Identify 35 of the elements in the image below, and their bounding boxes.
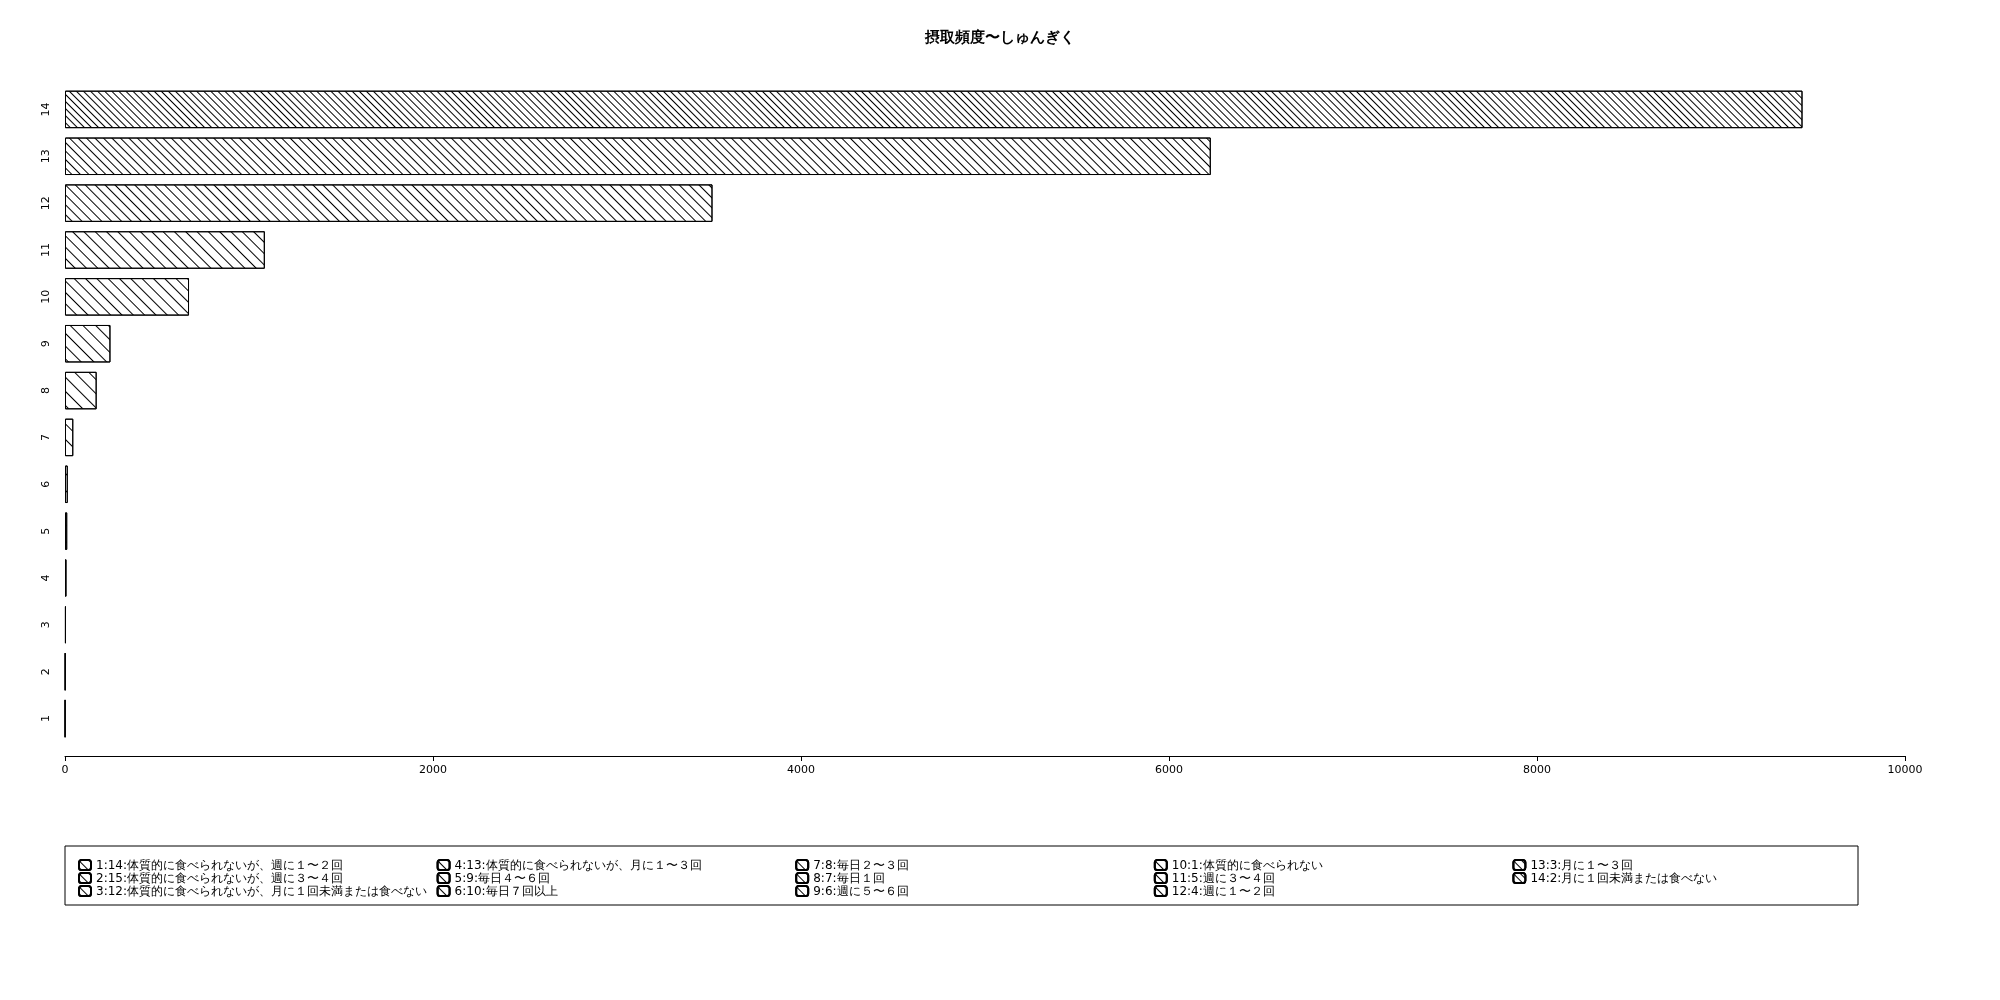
y-tick-label: 8 (39, 387, 52, 395)
y-tick-label: 9 (39, 340, 52, 348)
y-tick-label: 7 (39, 433, 52, 441)
legend-label: 3:12:体質的に食べられないが、月に１回未満または食べない (96, 884, 427, 898)
legend-label: 14:2:月に１回未満または食べない (1530, 871, 1718, 885)
x-tick-label: 10000 (1887, 763, 1923, 776)
y-tick-label: 10 (39, 289, 52, 304)
legend-label: 5:9:毎日４〜６回 (454, 871, 550, 885)
y-tick-label: 11 (39, 243, 52, 257)
legend-label: 6:10:毎日７回以上 (454, 884, 558, 898)
x-tick-label: 2000 (419, 763, 447, 776)
legend-label: 1:14:体質的に食べられないが、週に１〜２回 (96, 858, 343, 872)
legend-label: 4:13:体質的に食べられないが、月に１〜３回 (454, 858, 702, 872)
y-tick-label: 4 (39, 574, 52, 582)
legend-label: 7:8:毎日２〜３回 (813, 858, 909, 872)
x-tick-label: 4000 (787, 763, 815, 776)
legend-label: 10:1:体質的に食べられない (1171, 858, 1323, 872)
y-tick-label: 14 (39, 102, 52, 117)
x-tick-label: 6000 (1155, 763, 1183, 776)
y-tick-label: 5 (39, 527, 52, 535)
legend-label: 8:7:毎日１回 (813, 871, 885, 885)
chart-title: 摂取頻度〜しゅんぎく (924, 27, 1075, 46)
legend-label: 12:4:週に１〜２回 (1171, 884, 1275, 898)
legend-label: 2:15:体質的に食べられないが、週に３〜４回 (96, 871, 343, 885)
y-tick-label: 13 (39, 149, 52, 164)
x-tick-label: 8000 (1523, 763, 1551, 776)
y-tick-label: 1 (39, 715, 52, 723)
x-tick-label: 0 (61, 763, 69, 776)
y-tick-label: 12 (39, 196, 52, 211)
legend-label: 13:3:月に１〜３回 (1530, 858, 1634, 872)
legend-label: 11:5:週に３〜４回 (1171, 871, 1275, 885)
y-tick-label: 2 (39, 668, 52, 676)
y-tick-label: 6 (39, 480, 52, 488)
legend-label: 9:6:週に５〜６回 (813, 884, 909, 898)
y-tick-label: 3 (39, 621, 52, 629)
